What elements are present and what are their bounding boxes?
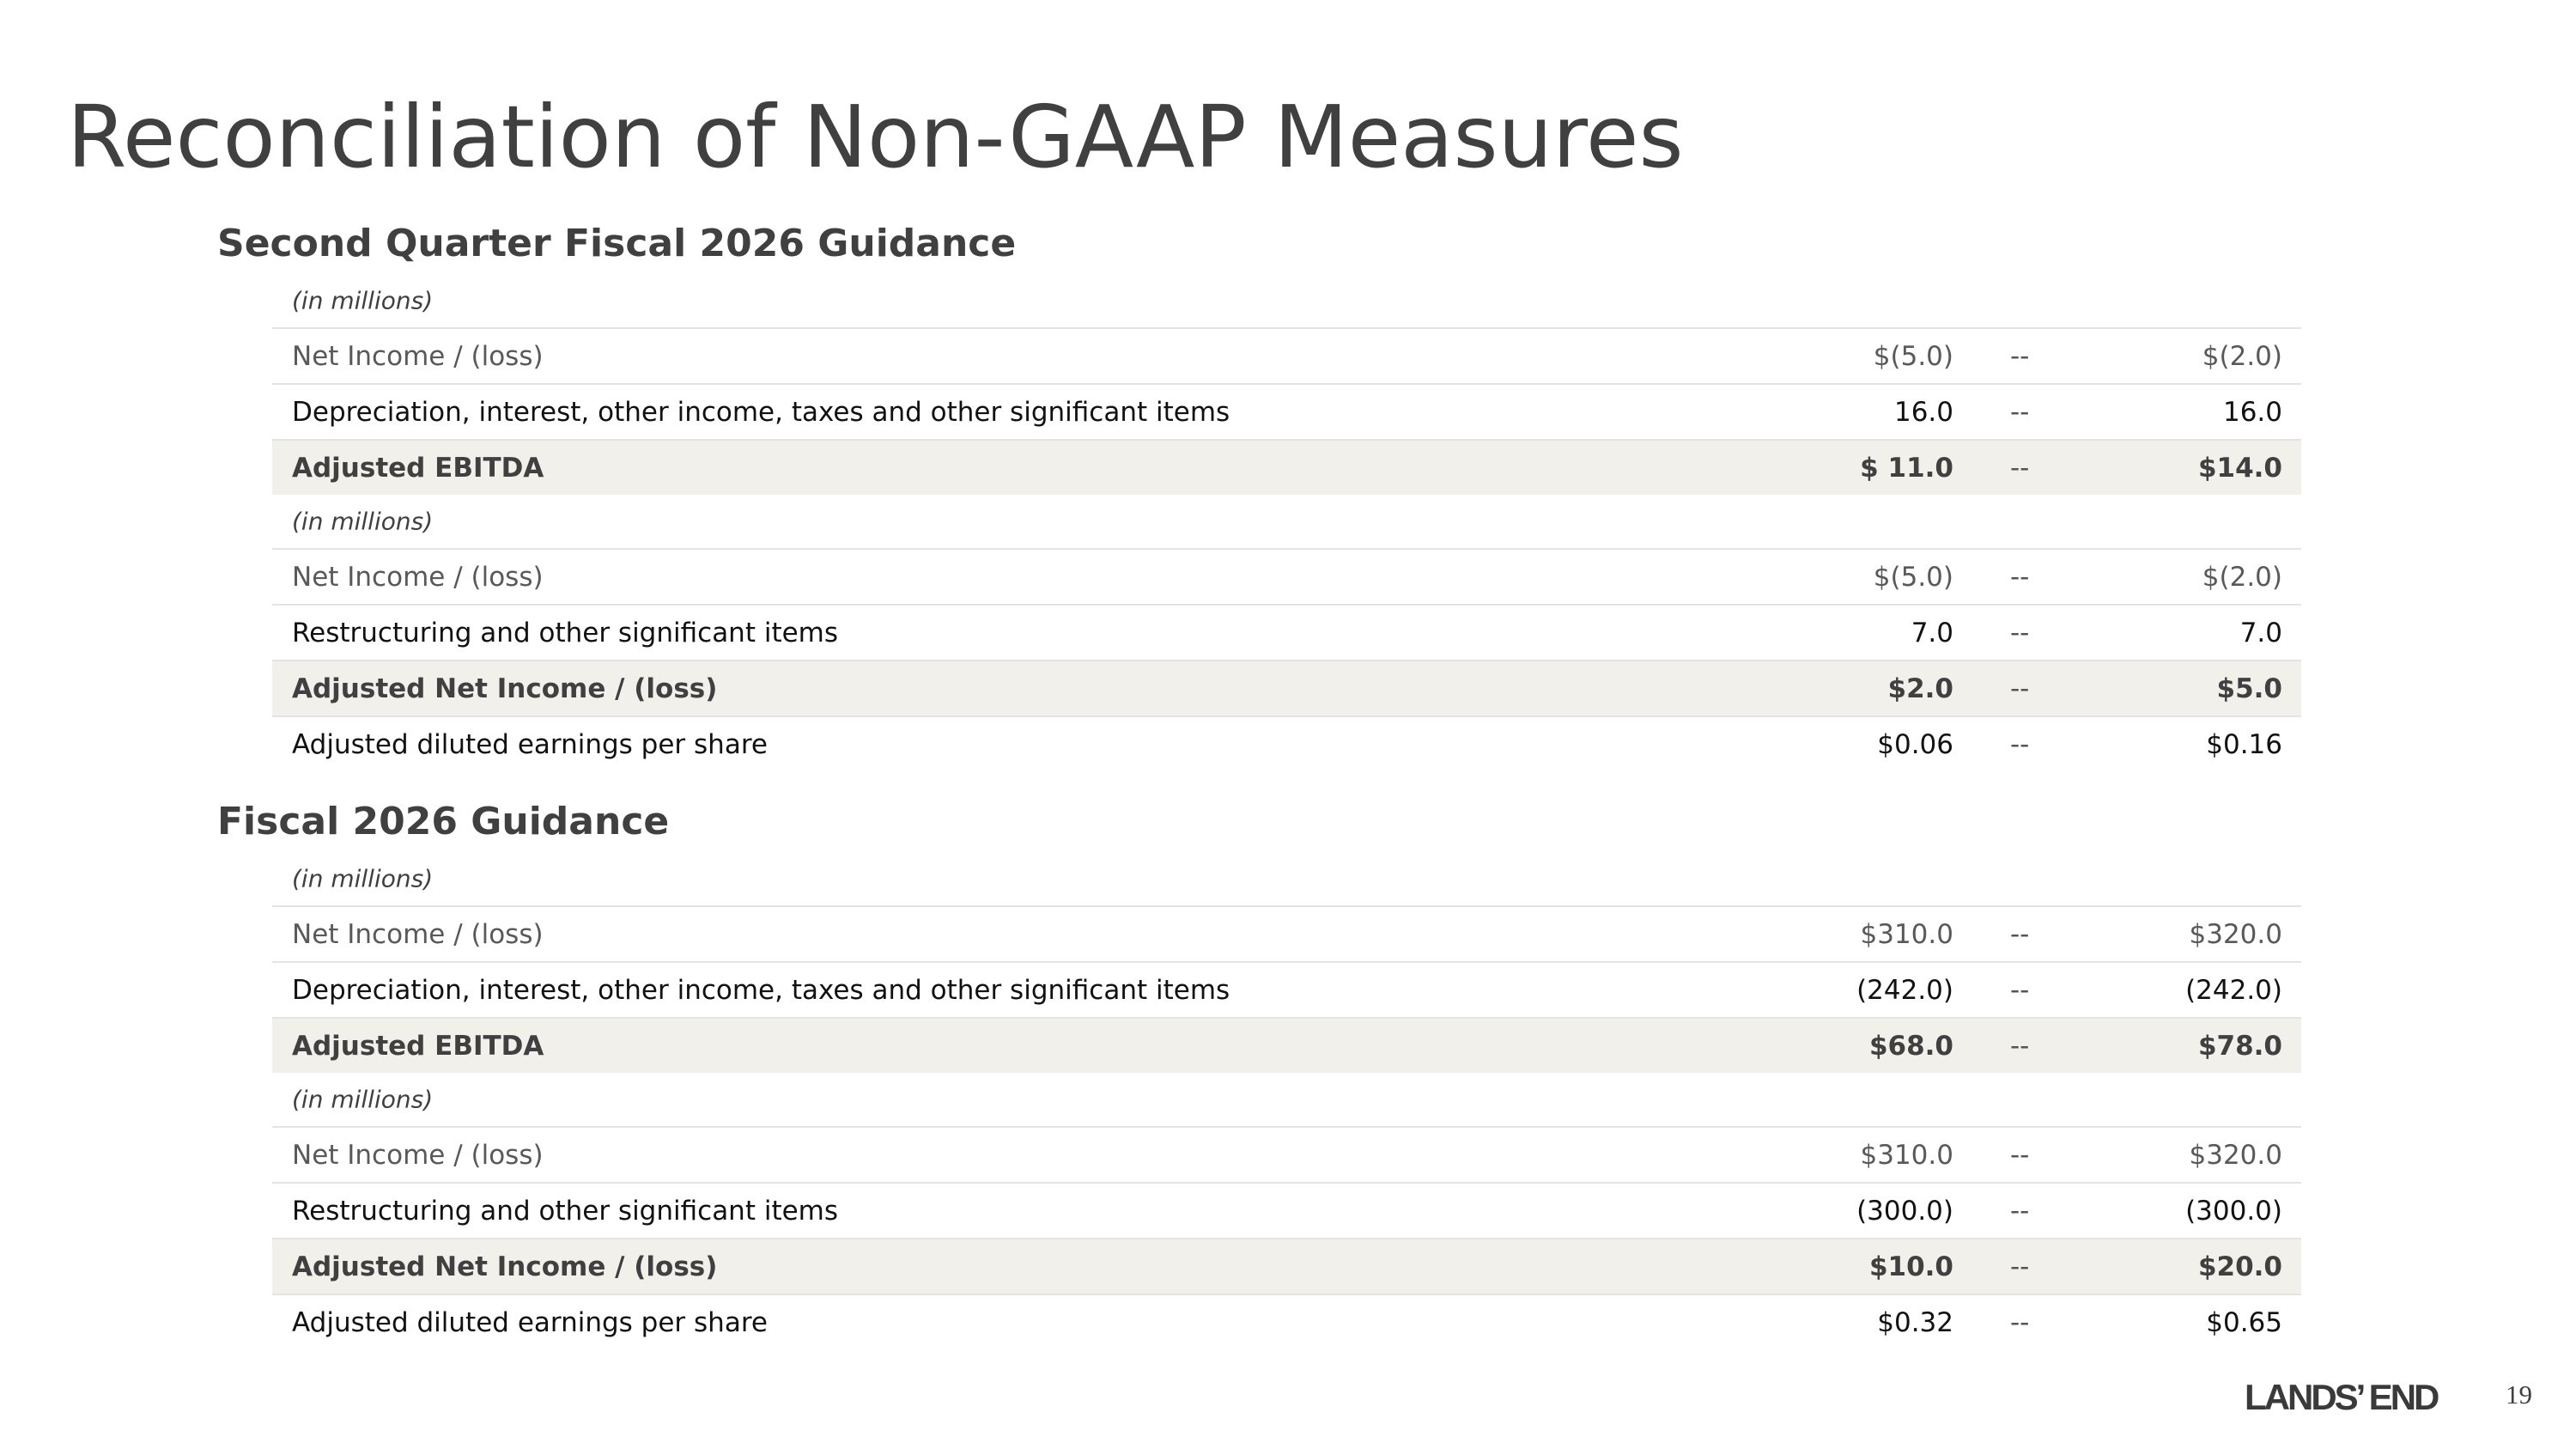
cell: (242.0) (2185, 974, 2282, 1006)
cell: $320.0 (2189, 1139, 2282, 1171)
cell: $2.0 (1887, 673, 1954, 704)
sections: Second Quarter Fiscal 2026 Guidance (in m… (217, 214, 2301, 1349)
cell: (300.0) (1856, 1195, 1953, 1227)
cell: -- (2010, 1195, 2030, 1227)
cell: $0.65 (2206, 1306, 2282, 1338)
unit-label: (in millions) (292, 286, 434, 315)
table-row: Adjusted Net Income / (loss) $10.0 -- $20.0 (272, 1238, 2301, 1294)
table-row: Adjusted diluted earnings per share $0.32… (272, 1294, 2301, 1349)
unit-row: (in millions) (272, 852, 2301, 905)
cell: 16.0 (2222, 396, 2282, 428)
cell: 16.0 (1893, 396, 1953, 428)
table-row: Net Income / (loss) $310.0 -- $320.0 (272, 1126, 2301, 1182)
cell: $310.0 (1860, 1139, 1953, 1171)
section-heading: Second Quarter Fiscal 2026 Guidance (217, 222, 1017, 265)
logo: LANDS’ END (2245, 1377, 2439, 1417)
unit-label: (in millions) (292, 864, 434, 893)
unit-label: (in millions) (292, 1085, 434, 1114)
row-label: Net Income / (loss) (292, 340, 544, 372)
cell: -- (2010, 673, 2030, 704)
row-label: Adjusted diluted earnings per share (292, 728, 768, 760)
cell: (300.0) (2185, 1195, 2282, 1227)
table-row: Adjusted Net Income / (loss) $2.0 -- $5.0 (272, 660, 2301, 715)
row-label: Depreciation, interest, other income, ta… (292, 974, 1230, 1006)
unit-label: (in millions) (292, 507, 434, 536)
cell: $0.32 (1877, 1306, 1953, 1338)
table: (in millions) Net Income / (loss) $(5.0) --… (272, 274, 2301, 495)
page-number: 19 (2506, 1379, 2532, 1409)
cell: $320.0 (2189, 918, 2282, 950)
cell: $68.0 (1868, 1030, 1953, 1062)
table-row: Depreciation, interest, other income, ta… (272, 383, 2301, 439)
row-label: Net Income / (loss) (292, 918, 544, 950)
slide-title: Reconciliation of Non-GAAP Measures (67, 87, 1684, 187)
cell: -- (2010, 396, 2030, 428)
cell: -- (2010, 561, 2030, 593)
table-row: Adjusted EBITDA $68.0 -- $78.0 (272, 1017, 2301, 1073)
cell: $14.0 (2197, 452, 2282, 484)
row-label: Net Income / (loss) (292, 561, 544, 593)
table-row: Net Income / (loss) $310.0 -- $320.0 (272, 905, 2301, 961)
cell: $ 11.0 (1860, 452, 1953, 484)
cell: $(2.0) (2202, 340, 2282, 372)
row-label: Restructuring and other significant item… (292, 617, 839, 648)
table-row: Adjusted diluted earnings per share $0.06… (272, 715, 2301, 771)
table-row: Depreciation, interest, other income, ta… (272, 961, 2301, 1017)
cell: -- (2010, 1306, 2030, 1338)
cell: $310.0 (1860, 918, 1953, 950)
unit-row: (in millions) (272, 495, 2301, 548)
row-label: Adjusted Net Income / (loss) (292, 1251, 718, 1282)
cell: -- (2010, 918, 2030, 950)
table-row: Adjusted EBITDA $ 11.0 -- $14.0 (272, 439, 2301, 495)
table-row: Net Income / (loss) $(5.0) -- $(2.0) (272, 548, 2301, 604)
cell: $(2.0) (2202, 561, 2282, 593)
table-row: Restructuring and other significant item… (272, 604, 2301, 660)
row-label: Adjusted EBITDA (292, 1030, 544, 1062)
cell: $(5.0) (1873, 340, 1953, 372)
section-heading: Fiscal 2026 Guidance (217, 800, 670, 843)
cell: $20.0 (2197, 1251, 2282, 1282)
unit-row: (in millions) (272, 1073, 2301, 1126)
cell: -- (2010, 617, 2030, 648)
cell: $78.0 (2197, 1030, 2282, 1062)
table: (in millions) Net Income / (loss) $(5.0) --… (272, 495, 2301, 771)
table-row: Restructuring and other significant item… (272, 1182, 2301, 1238)
cell: $5.0 (2216, 673, 2283, 704)
cell: -- (2010, 452, 2030, 484)
section: Second Quarter Fiscal 2026 Guidance (in m… (217, 214, 2301, 771)
cell: 7.0 (2239, 617, 2282, 648)
cell: -- (2010, 728, 2030, 760)
cell: $(5.0) (1873, 561, 1953, 593)
section: Fiscal 2026 Guidance (in millions) Net Inc… (217, 792, 2301, 1349)
table: (in millions) Net Income / (loss) $310.0 --… (272, 852, 2301, 1073)
row-label: Depreciation, interest, other income, ta… (292, 396, 1230, 428)
cell: -- (2010, 1251, 2030, 1282)
row-label: Net Income / (loss) (292, 1139, 544, 1171)
cell: $10.0 (1868, 1251, 1953, 1282)
table: (in millions) Net Income / (loss) $310.0 --… (272, 1073, 2301, 1349)
cell: -- (2010, 1030, 2030, 1062)
cell: $0.06 (1877, 728, 1953, 760)
cell: -- (2010, 974, 2030, 1006)
table-row: Net Income / (loss) $(5.0) -- $(2.0) (272, 327, 2301, 383)
cell: $0.16 (2206, 728, 2282, 760)
cell: 7.0 (1911, 617, 1953, 648)
cell: -- (2010, 1139, 2030, 1171)
cell: (242.0) (1856, 974, 1953, 1006)
row-label: Adjusted diluted earnings per share (292, 1306, 768, 1338)
unit-row: (in millions) (272, 274, 2301, 327)
row-label: Restructuring and other significant item… (292, 1195, 839, 1227)
cell: -- (2010, 340, 2030, 372)
row-label: Adjusted Net Income / (loss) (292, 673, 718, 704)
row-label: Adjusted EBITDA (292, 452, 544, 484)
